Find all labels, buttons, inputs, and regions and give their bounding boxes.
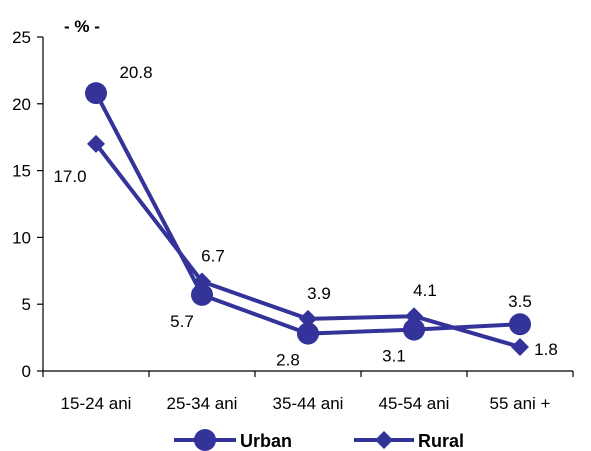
legend-rural-label: Rural: [418, 431, 464, 451]
legend-item-rural: Rural: [354, 431, 464, 451]
y-tick-label: 25: [12, 28, 31, 47]
urban-marker: [509, 313, 531, 336]
urban-data-label: 5.7: [170, 312, 194, 331]
urban-marker: [191, 283, 213, 306]
legend-diamond-icon: [375, 431, 393, 449]
y-tick-label: 10: [12, 228, 31, 247]
urban-marker: [403, 318, 425, 341]
rural-data-label: 6.7: [201, 246, 225, 265]
y-tick-label: 15: [12, 162, 31, 181]
rural-data-label: 4.1: [413, 281, 437, 300]
axes: 0 5 10 15 20 25 15-24 ani 25-34 ani 35-44 ani 45-…: [12, 28, 574, 413]
urban-marker: [297, 322, 319, 345]
rural-marker: [87, 134, 105, 153]
rural-data-label: 3.9: [307, 284, 331, 303]
series-layer: [85, 82, 531, 356]
x-tick-label: 25-34 ani: [167, 394, 238, 413]
rural-marker: [299, 309, 317, 328]
urban-data-label: 3.1: [382, 347, 406, 366]
rural-marker: [511, 337, 529, 356]
legend-urban-label: Urban: [240, 431, 292, 451]
x-tick-label: 35-44 ani: [273, 394, 344, 413]
rural-data-label: 1.8: [534, 340, 558, 359]
y-tick-label: 5: [22, 295, 31, 314]
legend-item-urban: Urban: [174, 429, 292, 451]
urban-data-label: 2.8: [276, 351, 300, 370]
urban-data-label: 20.8: [119, 63, 152, 82]
data-labels: 20.8 5.7 2.8 3.1 3.5 17.0 6.7 3.9 4.1 1.8: [53, 63, 557, 369]
x-tick-label: 45-54 ani: [379, 394, 450, 413]
rural-marker: [405, 307, 423, 326]
legend-circle-icon: [194, 429, 216, 451]
x-tick-label: 15-24 ani: [61, 394, 132, 413]
rural-data-label: 17.0: [53, 167, 86, 186]
legend: Urban Rural: [174, 429, 464, 451]
x-tick-label: 55 ani +: [490, 394, 551, 413]
y-axis-unit-label: - % -: [64, 17, 100, 36]
y-tick-label: 20: [12, 95, 31, 114]
urban-data-label: 3.5: [508, 292, 532, 311]
rural-marker: [193, 272, 211, 291]
urban-marker: [85, 82, 107, 105]
y-tick-label: 0: [22, 362, 31, 381]
